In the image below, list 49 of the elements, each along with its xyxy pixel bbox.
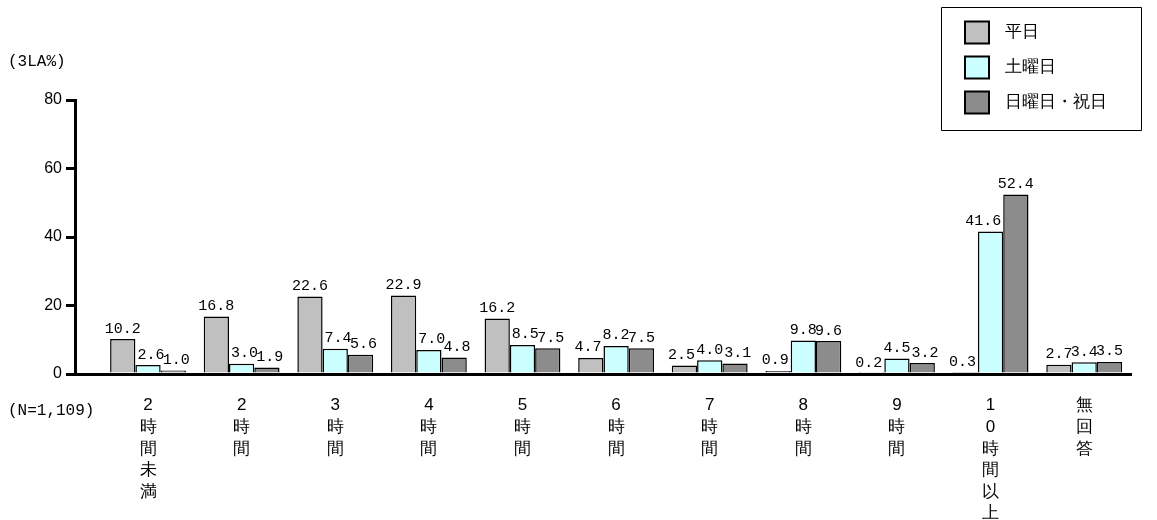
x-tick-label: 6時間 (607, 395, 625, 458)
data-label: 16.2 (479, 299, 516, 317)
data-label: 4.8 (443, 339, 471, 357)
x-tick-label: 5時間 (513, 395, 531, 458)
legend-label: 平日 (1005, 22, 1039, 42)
data-label: 7.5 (537, 329, 565, 347)
y-tick-label: 0 (53, 364, 63, 382)
data-label: 16.8 (198, 297, 235, 315)
x-tick-label: 8時間 (794, 395, 812, 458)
data-label: 8.2 (602, 327, 630, 345)
data-label: 1.9 (256, 348, 284, 366)
data-label: 0.2 (855, 354, 883, 372)
x-tick-label: 9時間 (888, 395, 906, 458)
data-label: 0.9 (761, 352, 789, 370)
data-label: 7.4 (324, 330, 352, 348)
x-tick-label: 2時間未満 (139, 395, 157, 501)
legend-label: 日曜日・祝日 (1005, 92, 1107, 112)
data-label: 8.5 (511, 326, 539, 344)
data-label: 22.9 (385, 277, 422, 295)
data-label: 3.1 (724, 344, 752, 362)
x-tick-label: 7時間 (701, 395, 719, 458)
data-label: 9.6 (815, 322, 843, 340)
data-label: 41.6 (965, 212, 1002, 230)
data-label: 0.3 (948, 354, 976, 372)
data-label: 2.7 (1045, 346, 1073, 364)
y-tick-label: 40 (44, 227, 63, 245)
data-label: 3.2 (911, 344, 939, 362)
data-label: 10.2 (104, 320, 141, 338)
y-tick-label: 80 (44, 90, 63, 108)
x-tick-label: 無回答 (1075, 395, 1093, 458)
y-tick-label: 20 (44, 295, 63, 313)
legend-label: 土曜日 (1005, 57, 1056, 77)
data-label: 9.8 (789, 321, 817, 339)
y-axis-title: (3LA%) (8, 53, 66, 72)
x-tick-label: 4時間 (420, 395, 438, 458)
data-label: 4.5 (883, 340, 911, 358)
data-label: 4.7 (574, 339, 602, 357)
data-label: 52.4 (997, 176, 1034, 193)
text: (N=1,109) (8, 402, 95, 421)
x-tick-label: 10時間以上 (982, 395, 1000, 520)
data-label: 2.5 (668, 346, 696, 364)
x-tick-label: 2時間 (233, 395, 251, 458)
data-label: 22.6 (291, 278, 328, 296)
x-tick-label: 3時間 (326, 395, 344, 458)
data-label: 2.6 (137, 346, 165, 364)
y-tick-label: 60 (44, 158, 63, 176)
data-label: 1.0 (162, 352, 190, 370)
data-label: 4.0 (696, 341, 724, 359)
data-label: 3.4 (1070, 343, 1098, 361)
